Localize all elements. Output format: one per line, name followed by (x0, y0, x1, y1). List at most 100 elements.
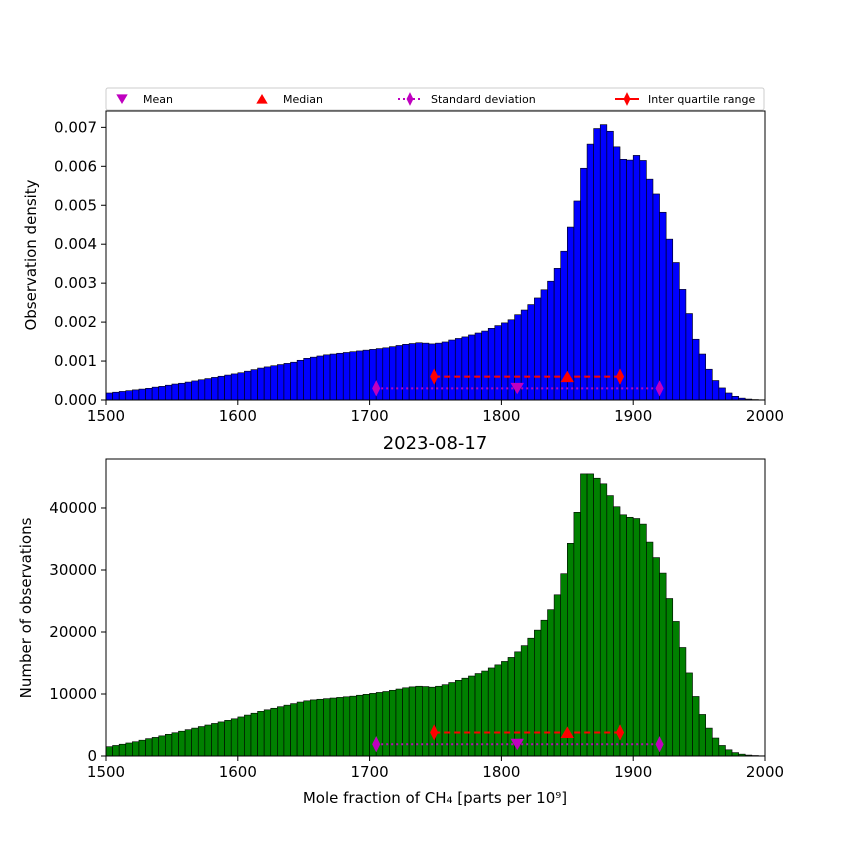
lower-std-high-marker (655, 736, 664, 753)
upper-y-tick-label: 0.007 (54, 118, 97, 136)
lower-histogram-bar (527, 637, 535, 757)
lower-histogram-bar (698, 714, 706, 757)
lower-histogram-bar (158, 735, 166, 757)
lower-panel-title: 2023-08-17 (383, 433, 488, 454)
lower-histogram-bar (250, 712, 258, 757)
lower-median-marker (560, 726, 574, 738)
lower-histogram-bar (118, 743, 127, 757)
upper-histogram-bar (211, 377, 219, 401)
upper-histogram-bar (323, 354, 331, 401)
legend-label: Inter quartile range (648, 93, 755, 106)
lower-x-tick-label: 1500 (87, 763, 125, 781)
lower-y-tick-label: 0 (87, 747, 97, 765)
lower-histogram-bar (230, 718, 239, 757)
lower-histogram-bar (566, 543, 575, 757)
upper-histogram-bar (613, 146, 621, 401)
upper-histogram-bar (481, 330, 489, 401)
upper-histogram-bar (191, 380, 199, 401)
upper-histogram-bar (244, 370, 252, 401)
x-axis-label: Mole fraction of CH₄ [parts per 10⁹] (303, 789, 567, 807)
upper-histogram-bar (692, 338, 700, 401)
upper-histogram-bar (573, 200, 581, 401)
upper-histogram-bar (290, 361, 298, 401)
lower-histogram-bar (303, 700, 311, 757)
upper-histogram-bar (415, 342, 423, 401)
lower-y-tick-label: 20000 (49, 623, 97, 641)
lower-histogram-bar (224, 720, 232, 757)
lower-histogram-bar (435, 685, 443, 757)
upper-histogram-bar (540, 289, 548, 401)
lower-x-tick-label: 1600 (219, 763, 257, 781)
legend-marker-0 (116, 94, 128, 105)
upper-histogram-bar (329, 353, 337, 401)
lower-x-tick-label: 1700 (351, 763, 389, 781)
lower-histogram-bar (151, 737, 160, 757)
legend-marker-1 (256, 93, 268, 104)
lower-x-tick-label: 2000 (746, 763, 784, 781)
upper-histogram-bar (257, 367, 265, 401)
lower-histogram-bar (112, 745, 120, 757)
upper-histogram-bar (197, 379, 206, 401)
upper-std-high-marker (655, 380, 664, 397)
upper-histogram-bar (270, 365, 278, 401)
lower-histogram-bar (599, 483, 608, 757)
upper-histogram-bar (725, 392, 733, 401)
legend-label: Median (283, 93, 323, 106)
lower-histogram-bar (639, 523, 647, 757)
upper-histogram-bar (171, 383, 179, 401)
lower-histogram-bar (395, 688, 403, 757)
lower-histogram-bar (105, 746, 113, 757)
upper-y-tick-label: 0.000 (54, 391, 97, 409)
lower-histogram-bar (705, 727, 713, 757)
lower-histogram-bar (718, 745, 726, 757)
lower-histogram-bar (692, 696, 700, 757)
upper-histogram-bar (731, 395, 739, 401)
lower-histogram-bar (217, 721, 225, 757)
upper-x-tick-label: 1700 (351, 407, 389, 425)
legend: Mean Median Standard deviation Inter quarti… (105, 87, 765, 111)
lower-histogram-bar (593, 477, 601, 757)
legend-label: Mean (143, 93, 173, 106)
upper-histogram-bar (599, 124, 608, 401)
upper-histogram-bar (224, 374, 232, 401)
upper-histogram-bar (422, 342, 430, 401)
lower-statistics-markers (372, 724, 664, 753)
lower-bars (105, 473, 766, 757)
lower-histogram-bar (422, 686, 430, 757)
upper-x-tick-label: 1800 (482, 407, 520, 425)
lower-histogram-bar (197, 726, 206, 757)
lower-histogram-bar (132, 741, 140, 757)
upper-x-tick-label: 1600 (219, 407, 257, 425)
lower-histogram-bar (685, 672, 693, 757)
upper-histogram-bar (685, 313, 693, 401)
upper-histogram-bar (309, 356, 318, 401)
upper-iqr-low-marker (430, 368, 439, 385)
upper-histogram-bar (138, 388, 146, 401)
upper-histogram-bar (441, 341, 449, 401)
lower-iqr-high-marker (615, 724, 625, 741)
lower-histogram-bar (296, 701, 304, 757)
lower-mean-marker (510, 738, 524, 751)
lower-histogram-bar (659, 572, 667, 757)
lower-histogram-bar (441, 684, 449, 757)
lower-histogram-bar (665, 598, 674, 757)
lower-histogram-bar (138, 739, 146, 757)
upper-y-tick-label: 0.004 (54, 235, 97, 253)
lower-histogram-bar (540, 619, 548, 757)
upper-histogram-bar (632, 155, 641, 401)
upper-histogram-bar (303, 358, 311, 401)
legend-frame (105, 87, 765, 111)
lower-histogram-bar (711, 737, 720, 757)
upper-histogram-bar (461, 336, 469, 401)
upper-histogram-bar (619, 158, 627, 401)
upper-bars (105, 124, 766, 401)
upper-x-tick-label: 2000 (746, 407, 784, 425)
lower-x-axis: 1500 1600 1700 1800 1900 2000 (87, 756, 784, 781)
upper-histogram-bar (520, 309, 529, 401)
lower-histogram-bar (606, 495, 614, 757)
upper-y-tick-label: 0.005 (54, 196, 97, 214)
lower-histogram-bar (672, 621, 680, 757)
lower-histogram-bar (382, 691, 390, 757)
upper-histogram-bar (230, 373, 239, 401)
lower-histogram-bar (178, 730, 186, 757)
